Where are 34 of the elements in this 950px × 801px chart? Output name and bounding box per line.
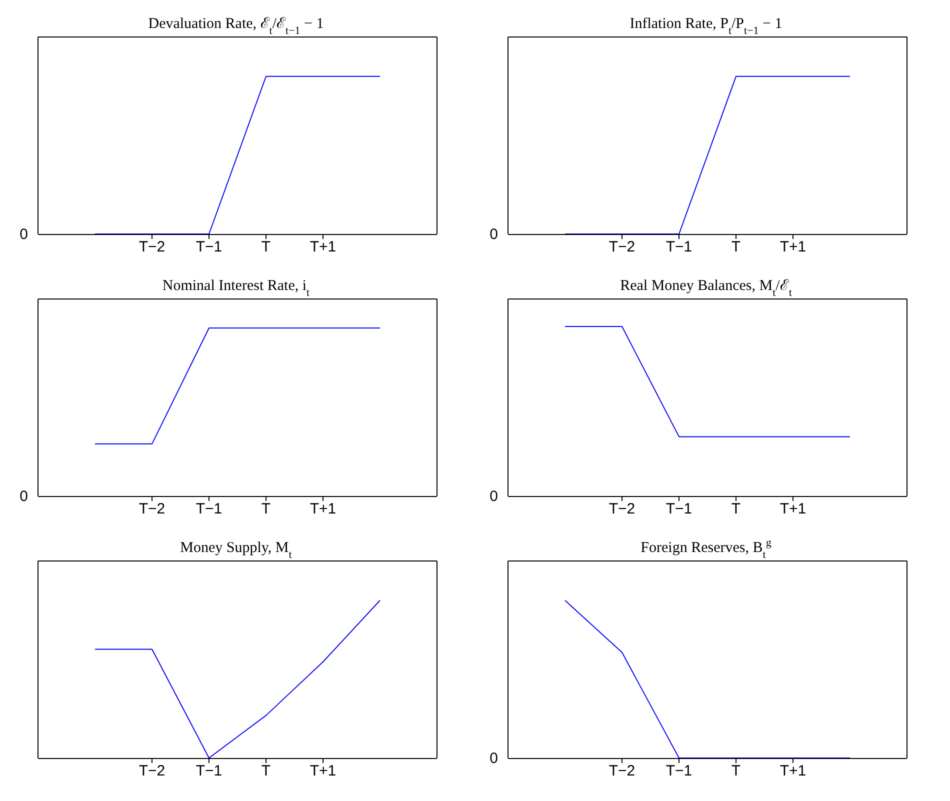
- x-tick-label: T+1: [780, 238, 806, 256]
- text: 0: [490, 488, 498, 505]
- x-tick-label: T+1: [310, 500, 336, 518]
- text: 0: [20, 226, 28, 243]
- x-tick-label: T−2: [608, 238, 636, 256]
- chart-title: Inflation Rate, P$_{t}$/P$_{t−1}$ − 1: [630, 16, 782, 37]
- x-tick-label: T+1: [780, 500, 806, 518]
- x-tick-label: T−1: [666, 762, 692, 780]
- x-tick-label: T−2: [138, 500, 166, 518]
- x-tick-label: T−1: [196, 500, 222, 518]
- chart-title: Real Money Balances, M$_{t}$/ℰ$_{t}$: [620, 278, 792, 299]
- text: 0: [490, 226, 498, 243]
- x-tick-label: T: [731, 238, 741, 256]
- x-tick-label: T−1: [196, 762, 222, 780]
- x-tick-label: T+1: [310, 238, 336, 256]
- x-tick-label: T−1: [196, 238, 222, 256]
- x-tick-label: T−2: [138, 762, 166, 780]
- x-tick-label: T: [731, 762, 741, 780]
- x-tick-label: T−1: [666, 500, 692, 518]
- x-tick-label: T−2: [608, 500, 636, 518]
- x-tick-label: T: [261, 500, 271, 518]
- x-tick-label: T−2: [138, 238, 166, 256]
- x-tick-label: T: [731, 500, 741, 518]
- x-tick-label: T: [261, 762, 271, 780]
- x-tick-label: T−2: [608, 762, 636, 780]
- x-tick-label: T+1: [780, 762, 806, 780]
- x-tick-label: T+1: [310, 762, 336, 780]
- text: 0: [490, 750, 498, 767]
- text: 0: [20, 488, 28, 505]
- chart-title: Nominal Interest Rate, i$_{t}$: [162, 278, 310, 299]
- chart-title: Devaluation Rate, ℰ$_{t}$/ℰ$_{t−1}$ − 1: [148, 16, 324, 37]
- x-tick-label: T−1: [666, 238, 692, 256]
- x-tick-label: T: [261, 238, 271, 256]
- chart-title: Money Supply, M$_{t}$: [180, 540, 292, 561]
